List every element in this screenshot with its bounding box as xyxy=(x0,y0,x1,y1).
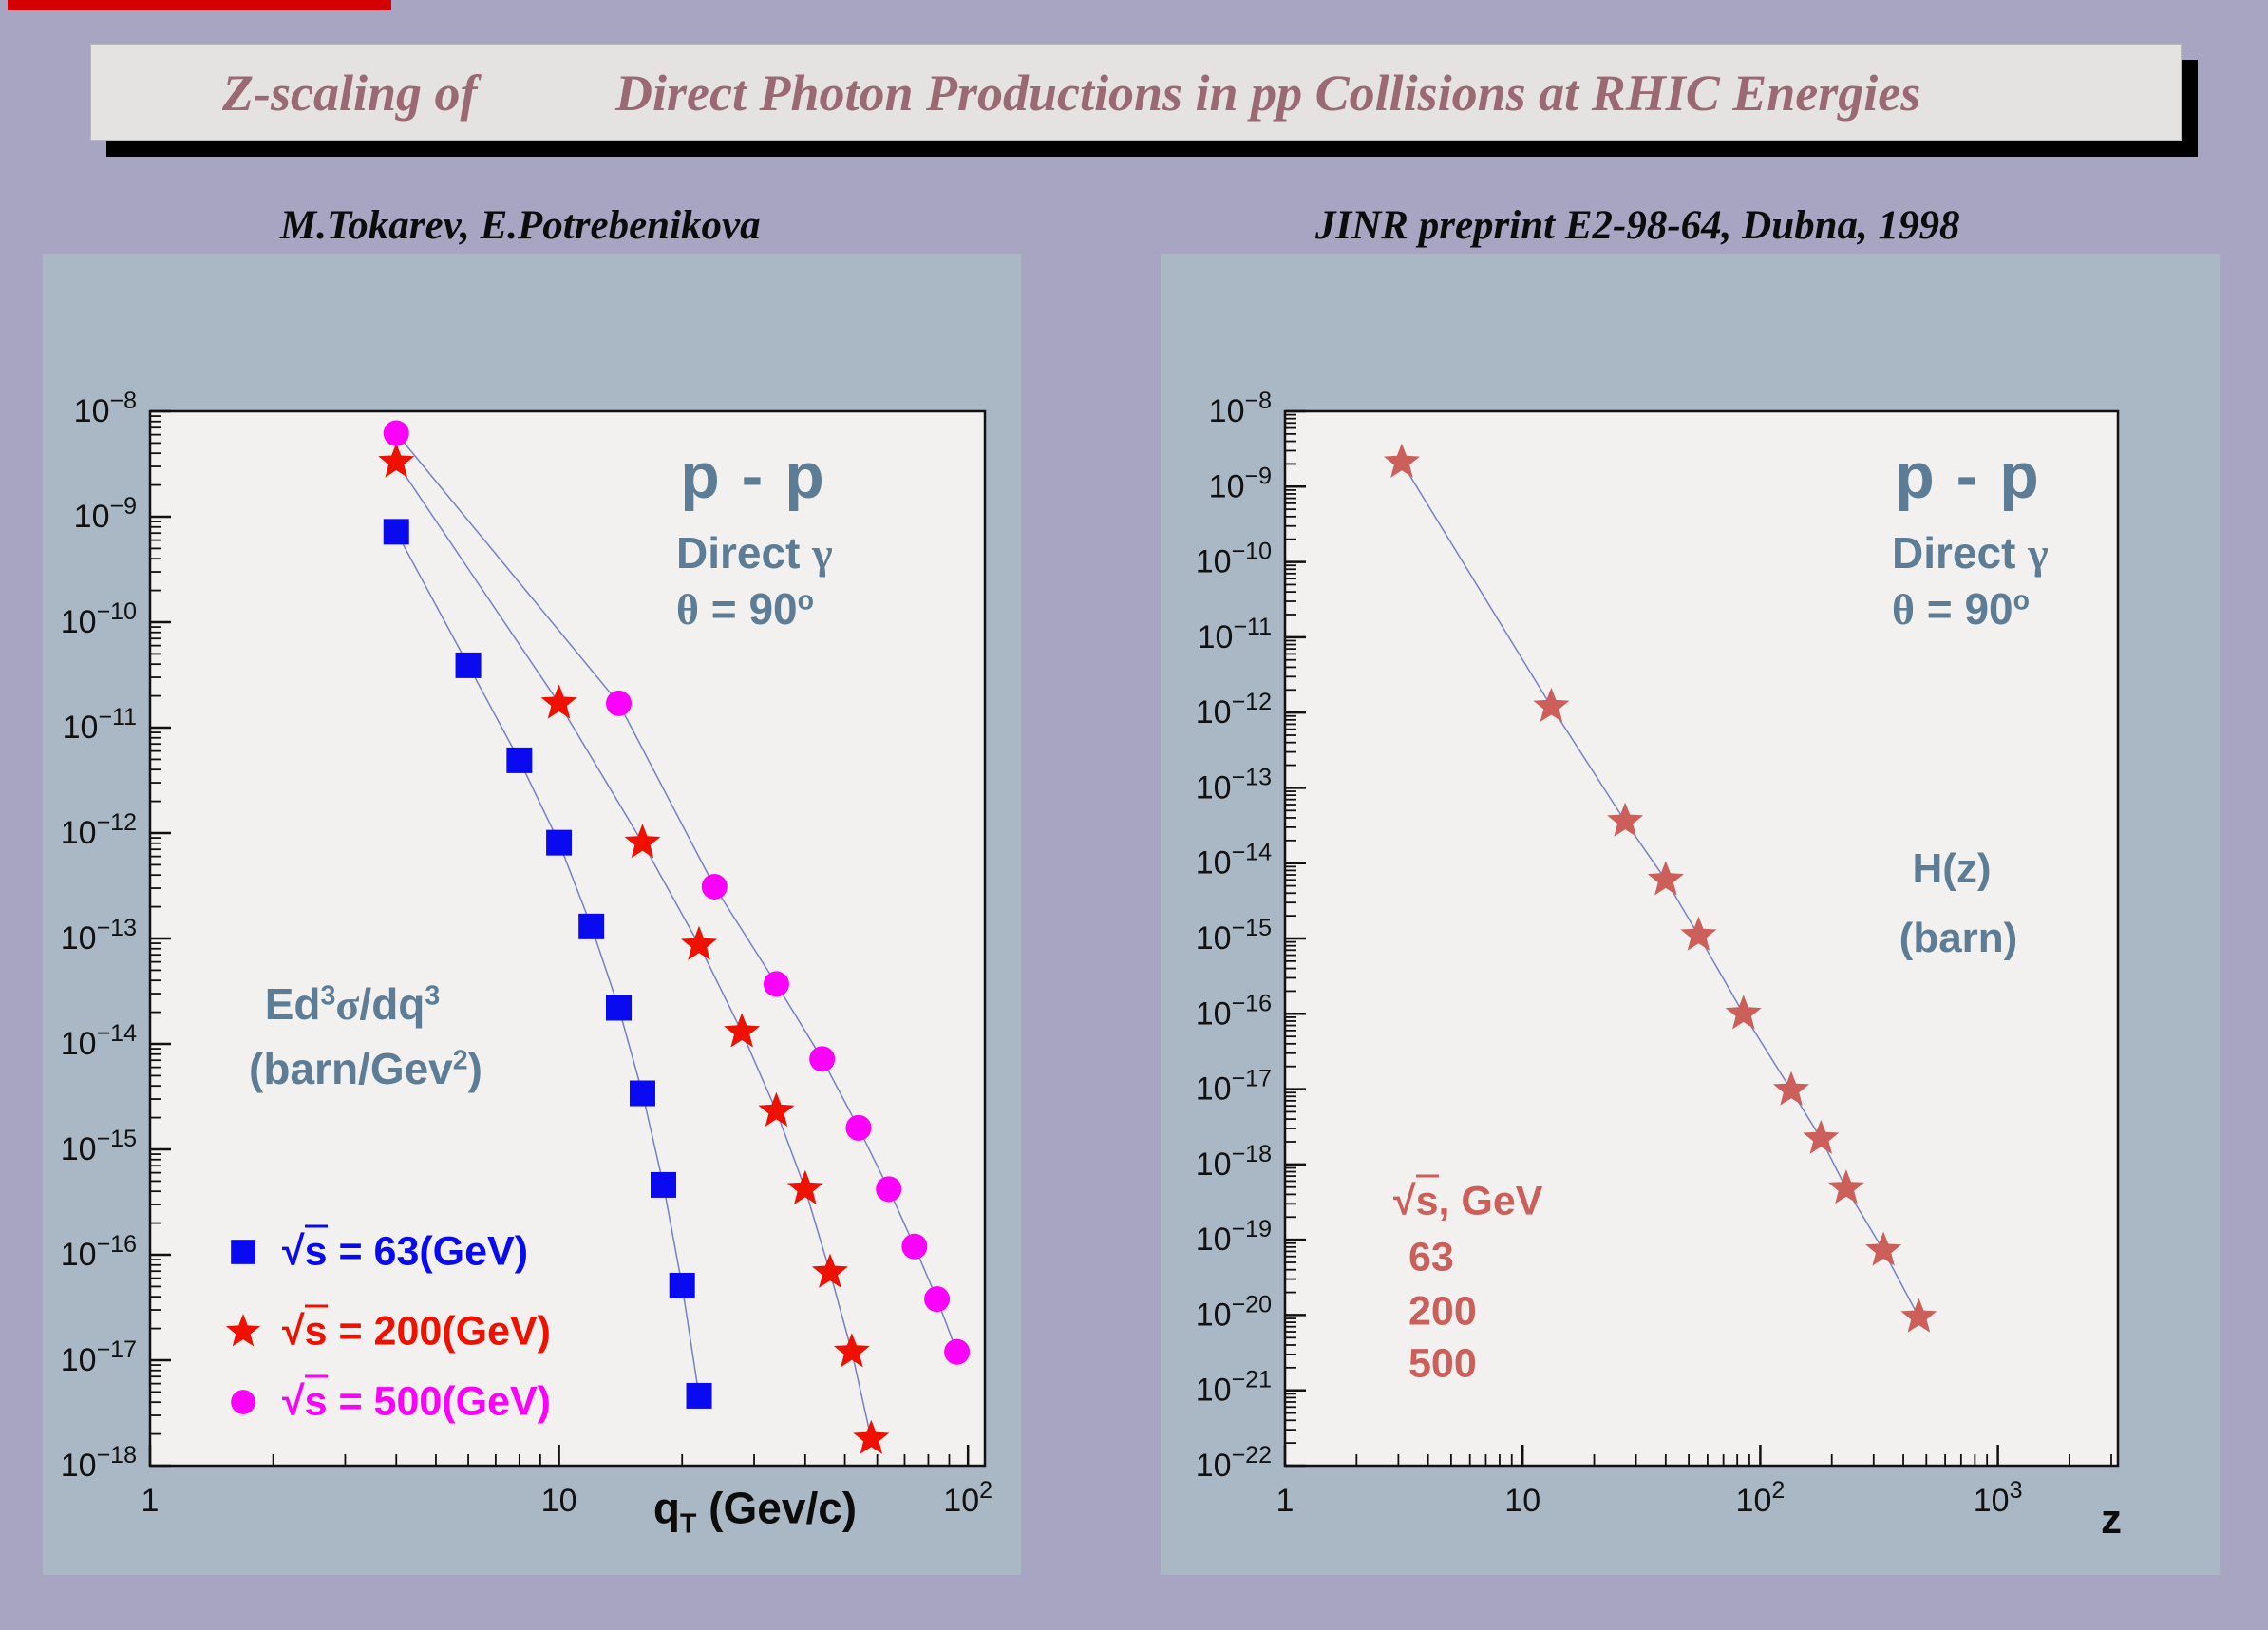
right-xaxis-title: z xyxy=(2101,1496,2122,1543)
svg-text:10−8: 10−8 xyxy=(74,388,137,429)
svg-text:10: 10 xyxy=(541,1483,577,1519)
svg-text:10−17: 10−17 xyxy=(61,1336,137,1378)
svg-text:10−11: 10−11 xyxy=(63,704,137,746)
svg-text:10−21: 10−21 xyxy=(1196,1367,1272,1409)
svg-text:10−15: 10−15 xyxy=(1196,915,1272,957)
energy-500: 500 xyxy=(1408,1340,1477,1387)
right-angle-label: θ = 90o xyxy=(1892,584,2031,634)
svg-text:10−18: 10−18 xyxy=(1196,1141,1272,1183)
right-process-label: Direct γ xyxy=(1892,528,2049,578)
svg-text:10−13: 10−13 xyxy=(1196,764,1272,806)
right-chart-plot: 1 10 102 103 10−8 10−9 10−10 10−11 10−12 10−13 10−… xyxy=(1196,388,2120,1519)
title-bar: Z-scaling of Direct Photon Productions i… xyxy=(90,44,2182,141)
legend-label: √s = 63(GeV) xyxy=(282,1224,528,1276)
left-angle-label: θ = 90o xyxy=(676,584,815,634)
svg-text:10−10: 10−10 xyxy=(61,598,137,640)
svg-text:103: 103 xyxy=(1974,1477,2023,1519)
left-system-label: p - p xyxy=(680,440,826,512)
energy-200: 200 xyxy=(1408,1288,1477,1335)
theta-symbol: θ xyxy=(1892,585,1916,634)
right-system-label: p - p xyxy=(1895,440,2041,512)
svg-text:10−11: 10−11 xyxy=(1198,614,1272,655)
right-chart-panel: 1 10 102 103 10−8 10−9 10−10 10−11 10−12 10−13 10−… xyxy=(1161,254,2220,1575)
svg-text:10−15: 10−15 xyxy=(61,1126,137,1167)
energies-header: √s, GeV xyxy=(1393,1174,1542,1225)
theta-symbol: θ xyxy=(676,585,700,634)
left-process-label: Direct γ xyxy=(676,528,833,578)
square-marker-icon xyxy=(222,1231,264,1273)
svg-text:10−19: 10−19 xyxy=(1196,1216,1272,1258)
svg-text:10−8: 10−8 xyxy=(1209,388,1272,429)
left-chart-panel: 1 10 102 10−8 10−9 10−10 10−11 10−12 10−13 10−14 1… xyxy=(43,254,1021,1575)
svg-text:102: 102 xyxy=(943,1477,992,1519)
right-function-label: H(z) xyxy=(1912,845,1992,892)
legend-label: √s = 200(GeV) xyxy=(282,1304,551,1355)
svg-text:10−12: 10−12 xyxy=(61,809,137,851)
gamma-symbol: γ xyxy=(2028,529,2049,578)
svg-text:1: 1 xyxy=(142,1483,160,1519)
svg-text:10: 10 xyxy=(1504,1483,1540,1519)
left-ylabel-line1: Ed3σ/dq3 xyxy=(264,979,441,1029)
sigma-symbol: σ xyxy=(335,980,360,1029)
top-strip xyxy=(8,0,391,10)
svg-text:10−17: 10−17 xyxy=(1196,1066,1272,1108)
svg-text:10−18: 10−18 xyxy=(61,1442,137,1484)
authors: M.Tokarev, E.Potrebenikova xyxy=(280,203,761,248)
svg-text:10−16: 10−16 xyxy=(61,1231,137,1273)
preprint-reference: JINR preprint E2-98-64, Dubna, 1998 xyxy=(1315,203,1960,248)
energy-63: 63 xyxy=(1408,1234,1454,1280)
svg-text:10−22: 10−22 xyxy=(1196,1442,1272,1484)
svg-text:10−10: 10−10 xyxy=(1196,539,1272,580)
svg-text:10−14: 10−14 xyxy=(1196,840,1272,881)
page-title-part2: Direct Photon Productions in pp Collisio… xyxy=(615,65,1921,122)
svg-text:10−16: 10−16 xyxy=(1196,990,1272,1032)
right-function-units: (barn) xyxy=(1899,915,2018,961)
left-chart-plot: 1 10 102 10−8 10−9 10−10 10−11 10−12 10−13 10−14 1… xyxy=(61,388,992,1519)
svg-text:10−14: 10−14 xyxy=(61,1020,137,1062)
svg-text:10−20: 10−20 xyxy=(1196,1291,1272,1333)
page-title-part1: Z-scaling of xyxy=(222,65,478,122)
svg-text:102: 102 xyxy=(1736,1477,1786,1519)
svg-text:10−12: 10−12 xyxy=(1196,689,1272,730)
left-xaxis-title: qT (Gev/c) xyxy=(652,1483,858,1540)
star-marker-icon xyxy=(222,1311,264,1353)
circle-marker-icon xyxy=(222,1381,264,1423)
svg-text:10−13: 10−13 xyxy=(61,915,137,957)
legend-label: √s = 500(GeV) xyxy=(282,1374,551,1426)
gamma-symbol: γ xyxy=(812,529,833,578)
svg-text:10−9: 10−9 xyxy=(1209,463,1272,504)
svg-text:10−9: 10−9 xyxy=(74,493,137,535)
svg-text:1: 1 xyxy=(1276,1483,1295,1519)
left-ylabel-line2: (barn/Gev2) xyxy=(249,1044,482,1093)
